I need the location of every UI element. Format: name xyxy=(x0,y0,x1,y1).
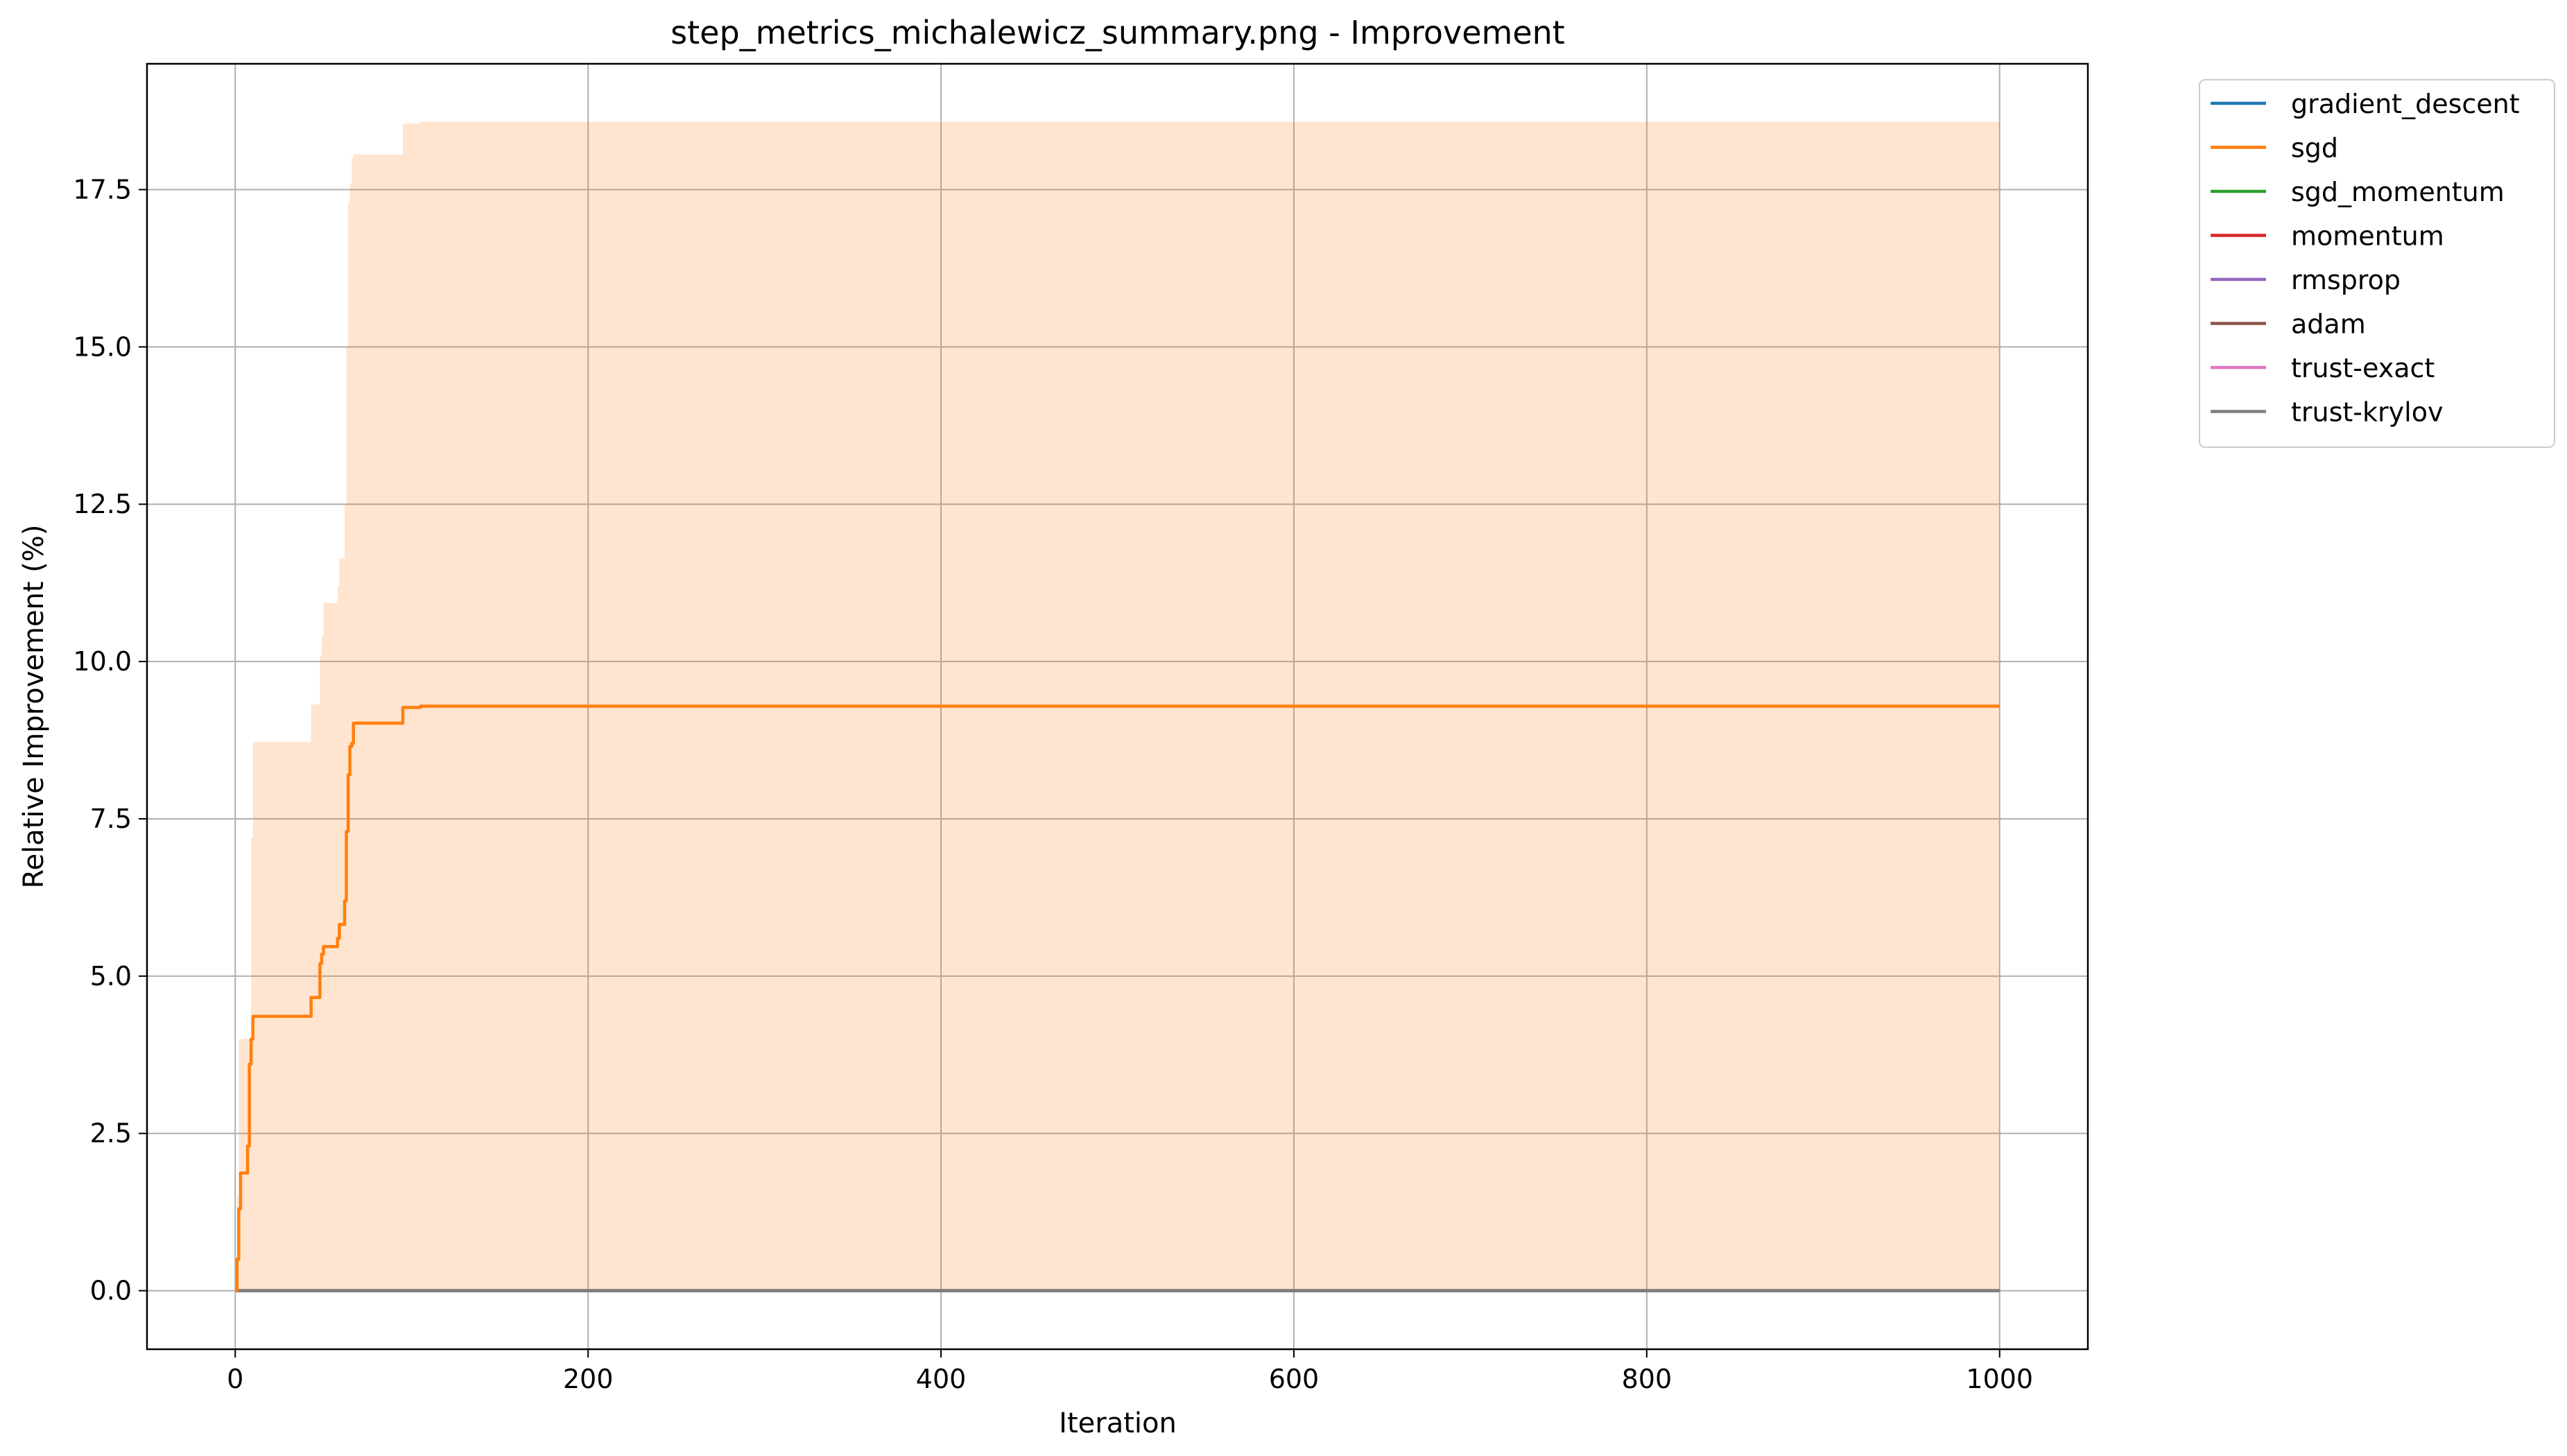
x-tick-label: 600 xyxy=(1269,1364,1320,1394)
line-sgd xyxy=(235,704,2000,1292)
legend-label-trust-exact: trust-exact xyxy=(2291,353,2435,383)
y-tick-label: 2.5 xyxy=(90,1118,132,1149)
x-tick-label: 400 xyxy=(916,1364,967,1394)
x-axis: 0 200 400 600 800 1000 xyxy=(227,1349,2033,1394)
y-tick-label: 7.5 xyxy=(90,804,132,834)
legend-label-rmsprop: rmsprop xyxy=(2291,265,2401,295)
legend-box xyxy=(2199,79,2555,448)
y-tick-label: 12.5 xyxy=(73,489,132,519)
y-axis: 0.0 2.5 5.0 7.5 10.0 12.5 15.0 17.5 xyxy=(73,174,147,1306)
series-lines xyxy=(235,704,2000,1292)
y-tick-label: 5.0 xyxy=(90,961,132,991)
plot-frame xyxy=(146,62,2089,1351)
x-tick-label: 200 xyxy=(563,1364,614,1394)
y-tick-label: 17.5 xyxy=(73,174,132,205)
legend-label-gradient_descent: gradient_descent xyxy=(2291,89,2520,119)
legend-label-sgd: sgd xyxy=(2291,133,2338,164)
x-tick-label: 0 xyxy=(227,1364,243,1394)
y-axis-label: Relative Improvement (%) xyxy=(18,524,50,888)
legend-label-adam: adam xyxy=(2291,309,2366,340)
x-tick-label: 800 xyxy=(1622,1364,1673,1394)
chart-title: step_metrics_michalewicz_summary.png - I… xyxy=(671,14,1565,51)
legend-label-momentum: momentum xyxy=(2291,221,2444,252)
y-tick-label: 10.0 xyxy=(73,646,132,677)
x-axis-label: Iteration xyxy=(1059,1407,1177,1439)
y-tick-label: 15.0 xyxy=(73,331,132,362)
x-tick-label: 1000 xyxy=(1966,1364,2033,1394)
legend-label-trust-krylov: trust-krylov xyxy=(2291,397,2443,428)
legend-label-sgd_momentum: sgd_momentum xyxy=(2291,177,2505,207)
y-tick-label: 0.0 xyxy=(90,1276,132,1306)
